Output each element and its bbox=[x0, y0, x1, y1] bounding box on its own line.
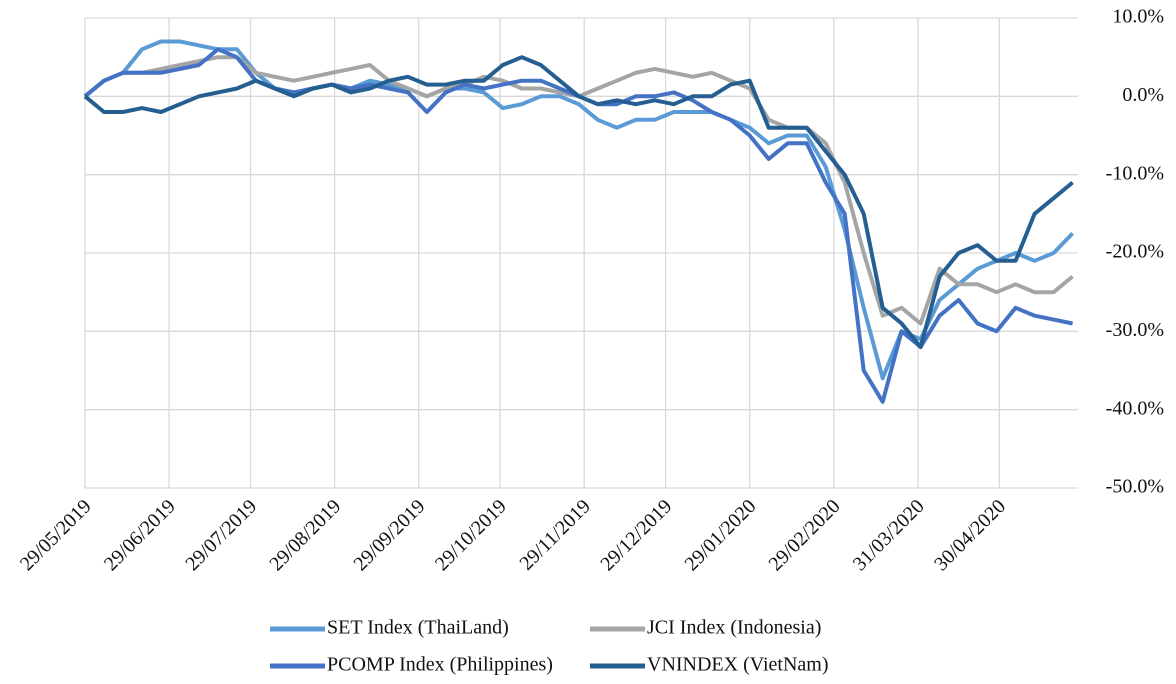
x-tick-label: 31/03/2020 bbox=[849, 495, 929, 575]
x-tick-label: 29/05/2019 bbox=[16, 495, 96, 575]
x-tick-label: 30/04/2020 bbox=[930, 495, 1010, 575]
legend-label: JCI Index (Indonesia) bbox=[647, 617, 821, 639]
x-tick-label: 29/09/2019 bbox=[350, 495, 430, 575]
legend-label: VNINDEX (VietNam) bbox=[647, 654, 829, 676]
x-tick-label: 29/12/2019 bbox=[596, 495, 676, 575]
x-tick-label: 29/02/2020 bbox=[765, 495, 845, 575]
x-tick-label: 29/07/2019 bbox=[181, 495, 261, 575]
x-tick-label: 29/10/2019 bbox=[431, 495, 511, 575]
x-tick-label: 29/11/2019 bbox=[516, 495, 595, 574]
series-line bbox=[83, 55, 1074, 349]
y-tick-label: 10.0% bbox=[1112, 6, 1164, 28]
x-tick-label: 29/06/2019 bbox=[100, 495, 180, 575]
x-tick-label: 29/01/2020 bbox=[681, 495, 761, 575]
x-tick-label: 29/08/2019 bbox=[265, 495, 345, 575]
y-tick-label: 0.0% bbox=[1122, 84, 1164, 106]
y-tick-label: -50.0% bbox=[1106, 476, 1164, 498]
y-tick-label: -40.0% bbox=[1106, 397, 1164, 419]
legend-label: SET Index (ThaiLand) bbox=[327, 617, 509, 639]
y-tick-label: -30.0% bbox=[1106, 319, 1164, 341]
legend-label: PCOMP Index (Philippines) bbox=[327, 654, 553, 676]
y-tick-label: -10.0% bbox=[1106, 162, 1164, 184]
y-tick-label: -20.0% bbox=[1106, 241, 1164, 263]
